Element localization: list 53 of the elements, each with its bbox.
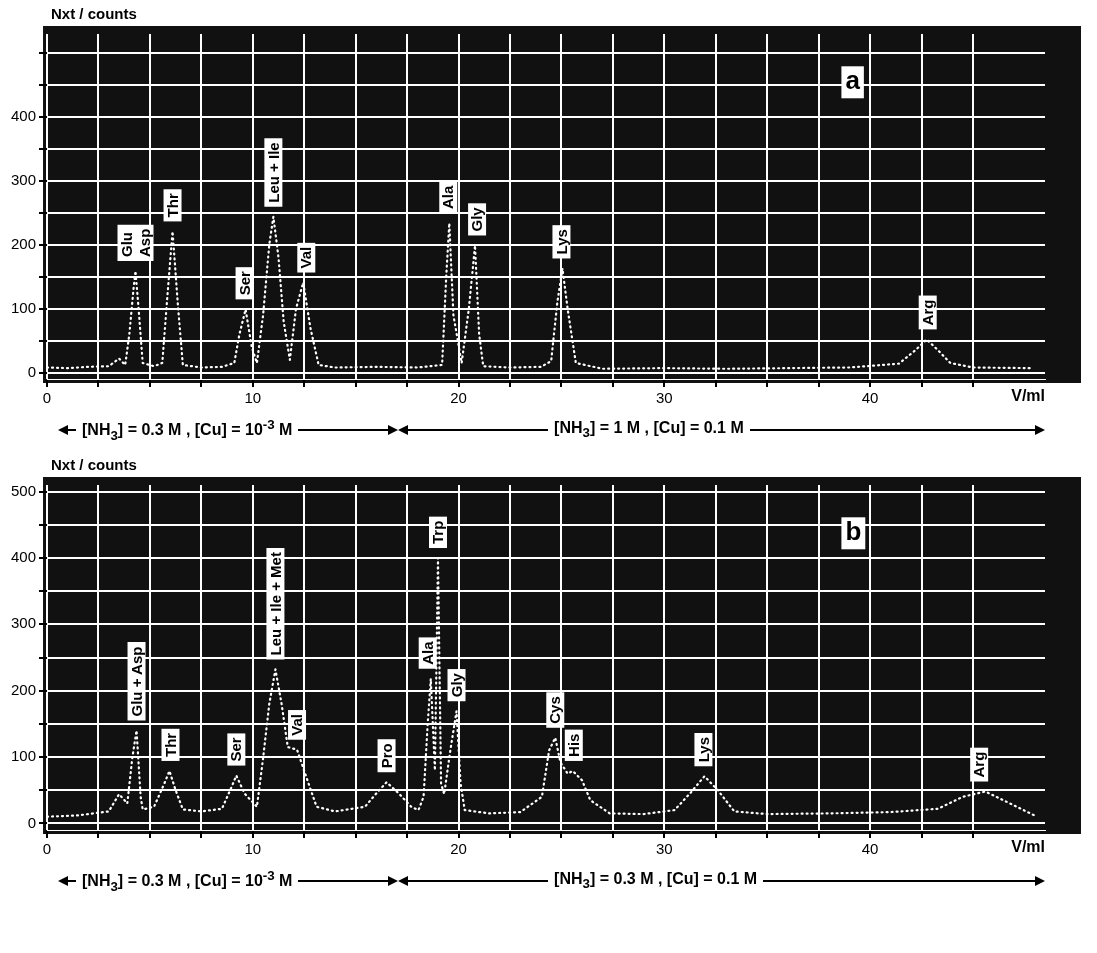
text: b [845, 516, 862, 547]
x-tick-label: 10 [244, 389, 262, 407]
text: [NH$_{3}$] = 0.3 M , [Cu] = 10$^{-3}$ M [82, 417, 293, 443]
x-axis-title: V/ml [1011, 838, 1045, 856]
annotation: His [564, 733, 582, 757]
x-tick-label: 0 [42, 840, 52, 858]
y-tick-label: 200 [11, 234, 37, 252]
annotation: Glu Asp [117, 228, 153, 258]
annotation: Ala [439, 185, 457, 210]
annotation: Thr [163, 193, 181, 218]
y-axis-title: Nxt / counts [51, 456, 137, 474]
x-tick-label: 30 [655, 840, 673, 858]
text: [NH$_{3}$] = 1 M , [Cu] = 0.1 M [554, 419, 744, 441]
text: [NH$_{3}$] = 0.3 M , [Cu] = 0.1 M [554, 870, 758, 892]
y-tick-label: 300 [11, 614, 37, 632]
annotation: Gly [447, 672, 465, 698]
annotation: Ser [235, 271, 253, 296]
y-tick-label: 0 [27, 362, 37, 380]
text: [NH$_{3}$] = 0.3 M , [Cu] = 10$^{-3}$ M [82, 868, 293, 894]
x-tick-label: 20 [450, 840, 467, 858]
annotation: Pro [377, 743, 395, 769]
annotation: Glu + Asp [127, 646, 145, 717]
annotation: Arg [970, 751, 988, 778]
annotation: Ser [227, 737, 245, 762]
text: a [845, 65, 861, 96]
y-tick-label: 500 [11, 481, 37, 499]
annotation: Lys [552, 229, 570, 255]
y-tick-label: 400 [11, 548, 37, 566]
x-tick-label: 0 [42, 389, 52, 407]
x-tick-label: 10 [244, 840, 262, 858]
annotation: Leu + Ile [264, 142, 282, 203]
y-tick-label: 300 [11, 171, 37, 189]
y-tick-label: 200 [11, 680, 37, 698]
x-tick-label: 40 [861, 389, 879, 407]
x-tick-label: 20 [450, 389, 467, 407]
y-tick-label: 100 [11, 298, 37, 316]
annotation: Thr [161, 732, 179, 757]
y-tick-label: 400 [11, 107, 37, 125]
annotation: Trp [429, 520, 447, 544]
annotation: Val [288, 714, 306, 736]
y-tick-label: 0 [27, 813, 37, 831]
annotation: Val [297, 246, 315, 269]
annotation: Leu + Ile + Met [266, 552, 284, 656]
annotation: Ala [418, 640, 436, 665]
x-axis-title: V/ml [1011, 387, 1045, 405]
annotation: Arg [918, 299, 936, 326]
annotation: Cys [546, 696, 564, 724]
annotation: Gly [468, 206, 486, 232]
x-tick-label: 30 [655, 389, 673, 407]
annotation: Lys [694, 736, 712, 763]
y-tick-label: 100 [11, 747, 37, 765]
x-tick-label: 40 [861, 840, 879, 858]
y-axis-title: Nxt / counts [51, 5, 137, 23]
